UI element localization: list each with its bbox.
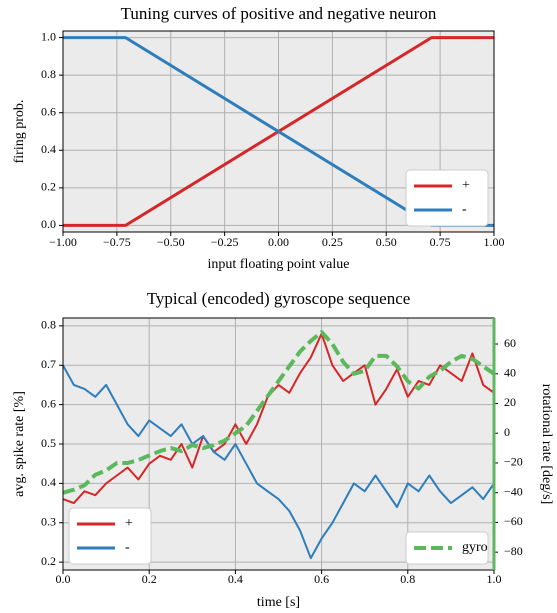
y-tick-label: 0.8 xyxy=(41,318,56,332)
legend-box xyxy=(405,169,489,227)
x-tick-label: 0.0 xyxy=(56,572,71,586)
legend-label: - xyxy=(462,202,467,217)
x-tick-label: 0.2 xyxy=(142,572,157,586)
x-tick-label: 0.75 xyxy=(430,235,451,249)
y-axis-label: firing prob. xyxy=(12,100,27,164)
y-tick-label: 0.8 xyxy=(41,67,56,81)
y-tick-label: 0.6 xyxy=(41,104,56,118)
x-tick-label: −0.50 xyxy=(157,235,185,249)
chart-title: Typical (encoded) gyroscope sequence xyxy=(147,289,411,308)
legend-label: + xyxy=(125,516,133,531)
plot-frame xyxy=(62,30,495,233)
y-tick-label: 0.4 xyxy=(41,475,56,489)
legend-label: - xyxy=(125,540,130,555)
x-axis-label: time [s] xyxy=(257,595,300,610)
legend-label: gyro xyxy=(462,540,488,555)
y-tick-label: 1.0 xyxy=(41,29,56,43)
legend-label: + xyxy=(462,178,470,193)
x-tick-label: 0.4 xyxy=(228,572,243,586)
x-axis-label: input floating point value xyxy=(208,257,350,272)
x-tick-label: 1.00 xyxy=(484,235,505,249)
y2-axis-label: rotational rate [deg/s] xyxy=(539,384,554,505)
y2-tick-label: 20 xyxy=(504,395,516,409)
y-tick-label: 0.7 xyxy=(41,357,56,371)
x-tick-label: 0.00 xyxy=(268,235,289,249)
x-tick-label: −0.25 xyxy=(211,235,239,249)
x-tick-label: 0.25 xyxy=(322,235,343,249)
legend-box xyxy=(405,531,489,565)
y-tick-label: 0.4 xyxy=(41,142,56,156)
chart-title: Tuning curves of positive and negative n… xyxy=(121,4,437,23)
x-tick-label: 0.50 xyxy=(376,235,397,249)
x-tick-label: −0.75 xyxy=(103,235,131,249)
y2-tick-label: 40 xyxy=(504,366,516,380)
legend-box xyxy=(68,507,152,565)
y2-tick-label: −20 xyxy=(504,455,523,469)
y2-tick-label: −60 xyxy=(504,514,523,528)
y-tick-label: 0.6 xyxy=(41,396,56,410)
y2-tick-label: −40 xyxy=(504,484,523,498)
y2-tick-label: 0 xyxy=(504,425,510,439)
x-tick-label: −1.00 xyxy=(49,235,77,249)
y2-tick-label: −80 xyxy=(504,544,523,558)
x-tick-label: 0.6 xyxy=(314,572,329,586)
y-tick-label: 0.0 xyxy=(41,217,56,231)
x-tick-label: 0.8 xyxy=(400,572,415,586)
y-tick-label: 0.2 xyxy=(41,180,56,194)
series-line xyxy=(62,364,495,560)
y-axis-label: avg. spike rate [%] xyxy=(12,391,27,497)
series-line xyxy=(62,330,496,495)
x-tick-label: 1.0 xyxy=(487,572,502,586)
y-tick-label: 0.5 xyxy=(41,436,56,450)
y2-tick-label: 60 xyxy=(504,336,516,350)
y-tick-label: 0.3 xyxy=(41,515,56,529)
y-tick-label: 0.2 xyxy=(41,554,56,568)
